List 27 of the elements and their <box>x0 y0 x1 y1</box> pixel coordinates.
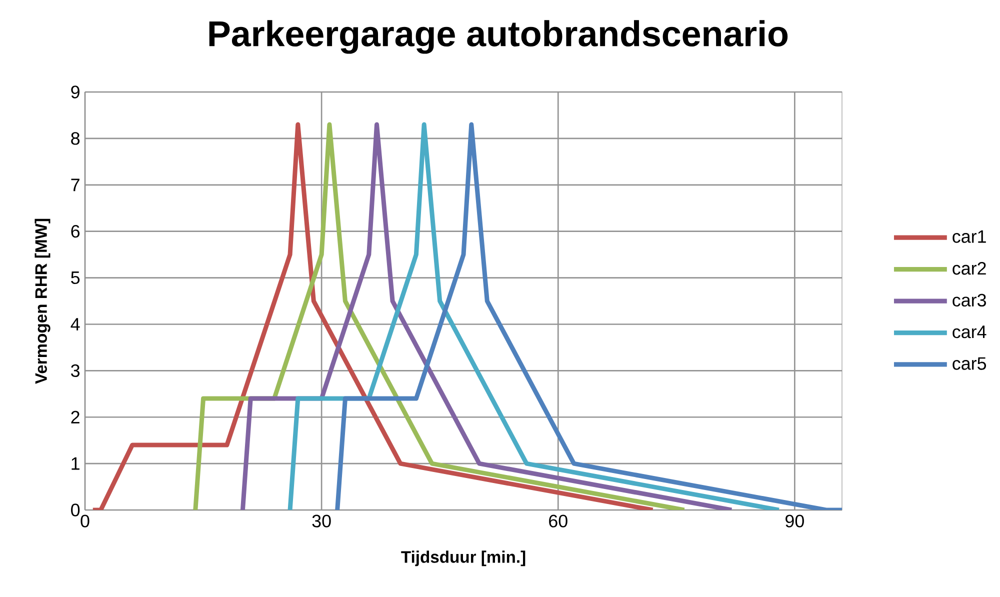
chart-title: Parkeergarage autobrandscenario <box>209 20 788 54</box>
line-series <box>240 122 734 510</box>
line-series <box>288 122 782 510</box>
y-tick-label: 7 <box>71 178 80 192</box>
line-series <box>335 122 842 510</box>
y-tick-label: 0 <box>71 504 80 516</box>
legend-label: car2 <box>952 262 986 275</box>
legend-label: car1 <box>952 230 986 243</box>
legend-label: car3 <box>952 294 986 307</box>
line-series <box>90 122 656 510</box>
x-tick-label: 90 <box>786 514 804 528</box>
y-tick-label: 5 <box>71 272 80 284</box>
y-tick-label: 4 <box>70 318 80 330</box>
y-tick-label: 9 <box>71 86 80 98</box>
x-tick-label: 0 <box>80 514 90 528</box>
x-axis-title: Tijdsduur [min.] <box>401 550 526 566</box>
y-axis-title: Vermogen RHR [MW] <box>34 218 50 384</box>
legend-label: car5 <box>952 357 986 370</box>
y-tick-label: 6 <box>71 224 80 238</box>
x-tick-label: 30 <box>312 514 331 528</box>
y-tick-label: 1 <box>72 457 80 470</box>
legend-label: car4 <box>952 326 986 338</box>
x-tick-label: 60 <box>549 514 568 528</box>
line-series <box>193 122 687 510</box>
y-tick-label: 8 <box>71 132 80 145</box>
y-tick-label: 3 <box>71 364 80 378</box>
y-tick-label: 2 <box>71 410 80 424</box>
